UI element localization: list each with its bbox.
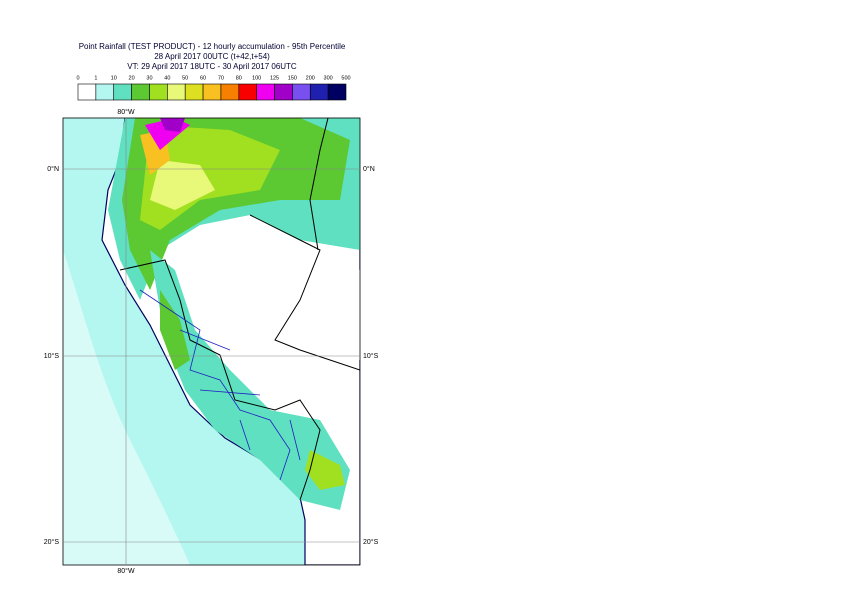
- legend-swatch: [131, 83, 150, 101]
- legend-label: 0: [76, 75, 79, 81]
- legend-swatch: [220, 83, 240, 101]
- legend-swatch: [77, 83, 97, 101]
- legend-label: 20: [129, 75, 135, 81]
- country-border: [119, 118, 360, 501]
- lat-label: 10°S: [44, 352, 60, 360]
- legend-swatch: [95, 83, 115, 101]
- rain-area: [160, 118, 185, 132]
- lat-label: 20°S: [44, 538, 60, 546]
- title-line: VT: 29 April 2017 18UTC - 30 April 2017 …: [127, 62, 297, 71]
- legend-swatch: [327, 83, 347, 101]
- header: Point Rainfall (TEST PRODUCT) - 12 hourl…: [79, 42, 346, 71]
- legend-label: 300: [324, 75, 333, 81]
- region-border: [139, 289, 301, 481]
- rain-area: [160, 290, 190, 370]
- title-line: Point Rainfall (TEST PRODUCT) - 12 hourl…: [79, 42, 346, 51]
- legend-swatch: [149, 83, 168, 101]
- lat-label: 0°N: [363, 165, 375, 173]
- legend-label: 1: [94, 75, 97, 81]
- legend-swatch: [292, 83, 311, 101]
- legend-swatch: [274, 83, 293, 101]
- legend-label: 30: [146, 75, 152, 81]
- legend-label: 150: [288, 75, 297, 81]
- lat-label: 20°S: [363, 538, 379, 546]
- lon-label: 80°W: [117, 108, 135, 116]
- legend-swatch: [113, 83, 132, 101]
- lat-label: 0°N: [47, 165, 59, 173]
- legend-label: 100: [252, 75, 261, 81]
- legend-swatch: [309, 83, 329, 101]
- offshore-area: [63, 250, 190, 565]
- legend-label: 200: [306, 75, 315, 81]
- title-line: 28 April 2017 00UTC (t+42,t+54): [154, 52, 270, 61]
- lon-label: 80°W: [117, 567, 135, 575]
- legend-swatch: [184, 83, 204, 101]
- legend-label: 10: [111, 75, 117, 81]
- rain-area: [150, 250, 350, 510]
- legend-label: 60: [200, 75, 206, 81]
- legend-swatch: [167, 83, 186, 101]
- legend-label: 80: [236, 75, 242, 81]
- legend-label: 70: [218, 75, 224, 81]
- rain-area: [150, 160, 215, 210]
- graticule: 80°W 80°W 0°N 0°N 10°S 10°S 20°S 20°S: [44, 108, 379, 575]
- map: 80°W 80°W 0°N 0°N 10°S 10°S 20°S 20°S: [44, 108, 379, 575]
- legend-swatch: [238, 83, 257, 101]
- dry-area: [250, 250, 360, 360]
- legend-swatch: [202, 83, 222, 101]
- legend-label: 125: [270, 75, 279, 81]
- legend: 0 1 10 20 30 40 50 60 70 80 100 125 150 200 300 500: [76, 75, 351, 101]
- map-frame: [62, 117, 361, 566]
- legend-label: 500: [341, 75, 350, 81]
- legend-swatch: [256, 83, 275, 101]
- legend-label: 50: [182, 75, 188, 81]
- lat-label: 10°S: [363, 352, 379, 360]
- map-content: [63, 118, 360, 565]
- dry-area: [200, 270, 270, 350]
- legend-label: 40: [164, 75, 170, 81]
- rain-area: [305, 450, 345, 490]
